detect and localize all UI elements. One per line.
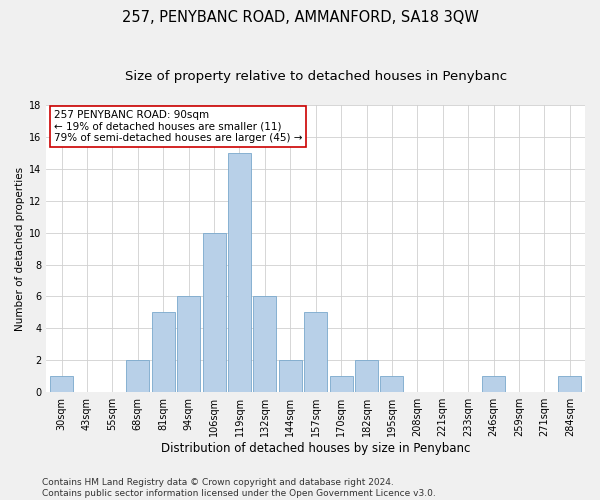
Bar: [228, 153, 251, 392]
Bar: [279, 360, 302, 392]
Bar: [329, 376, 353, 392]
Bar: [304, 312, 327, 392]
Bar: [203, 232, 226, 392]
Bar: [50, 376, 73, 392]
Bar: [380, 376, 403, 392]
Bar: [355, 360, 378, 392]
Title: Size of property relative to detached houses in Penybanc: Size of property relative to detached ho…: [125, 70, 507, 83]
Text: 257 PENYBANC ROAD: 90sqm
← 19% of detached houses are smaller (11)
79% of semi-d: 257 PENYBANC ROAD: 90sqm ← 19% of detach…: [54, 110, 302, 143]
X-axis label: Distribution of detached houses by size in Penybanc: Distribution of detached houses by size …: [161, 442, 470, 455]
Bar: [177, 296, 200, 392]
Bar: [253, 296, 277, 392]
Text: Contains HM Land Registry data © Crown copyright and database right 2024.
Contai: Contains HM Land Registry data © Crown c…: [42, 478, 436, 498]
Bar: [127, 360, 149, 392]
Bar: [482, 376, 505, 392]
Bar: [152, 312, 175, 392]
Y-axis label: Number of detached properties: Number of detached properties: [15, 166, 25, 330]
Bar: [559, 376, 581, 392]
Text: 257, PENYBANC ROAD, AMMANFORD, SA18 3QW: 257, PENYBANC ROAD, AMMANFORD, SA18 3QW: [122, 10, 478, 25]
